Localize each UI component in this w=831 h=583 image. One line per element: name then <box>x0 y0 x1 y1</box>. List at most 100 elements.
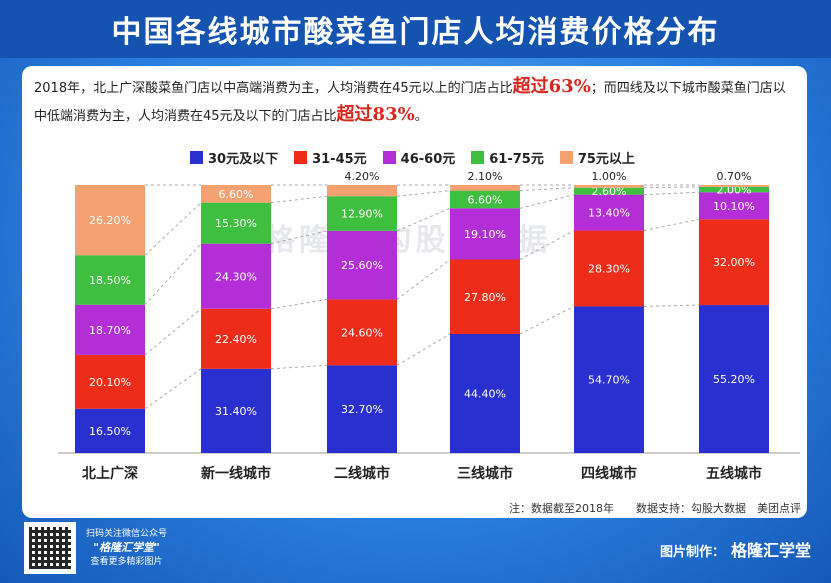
legend-swatch <box>190 151 203 164</box>
connector-line <box>144 308 202 356</box>
qr-block: 扫码关注微信公众号 "格隆汇学堂" 查看更多精彩图片 <box>24 522 167 574</box>
bar-segment <box>327 230 397 300</box>
highlight-83: 超过83% <box>336 104 415 125</box>
data-label: 44.40% <box>464 388 506 401</box>
connector-line <box>144 243 202 306</box>
connector-line <box>519 194 575 209</box>
bar-segment <box>201 308 271 369</box>
category-label: 三线城市 <box>457 465 513 482</box>
bar-segment <box>75 408 145 453</box>
bar-segment <box>201 185 271 203</box>
data-label: 20.10% <box>89 376 131 389</box>
description-part3: 。 <box>414 109 428 124</box>
bar-segment <box>450 259 520 335</box>
legend-item-s5: 75元以上 <box>559 148 635 167</box>
highlight-63: 超过63% <box>512 76 591 97</box>
bar-segment <box>201 368 271 453</box>
description-part1: 2018年，北上广深酸菜鱼门店以中高端消费为主，人均消费在45元以上的门店占比 <box>34 81 513 96</box>
bar-segment <box>699 185 769 187</box>
legend-swatch <box>294 151 308 164</box>
data-label: 54.70% <box>588 374 630 387</box>
connector-line <box>643 191 700 196</box>
bar-segment <box>699 305 769 453</box>
data-label: 2.10% <box>468 170 503 183</box>
bar-segment <box>327 299 397 366</box>
data-label: 27.80% <box>464 291 506 304</box>
category-label: 北上广深 <box>82 465 138 482</box>
bar-segment <box>574 187 644 195</box>
data-label: 18.50% <box>89 274 131 287</box>
data-label: 19.10% <box>464 228 506 241</box>
legend-label: 75元以上 <box>577 152 635 167</box>
data-label: 28.30% <box>588 262 630 275</box>
qr-line3: 查看更多精彩图片 <box>90 557 163 567</box>
category-label: 五线城市 <box>706 465 762 482</box>
data-label: 55.20% <box>713 373 755 386</box>
connector-line <box>270 364 328 370</box>
connector-line <box>396 333 451 366</box>
bar-segment <box>327 196 397 231</box>
description-part2: ；而四线及以下城市酸菜鱼门店以中低端消费为主，人均消费在45元及以下的门店占比 <box>34 81 786 124</box>
credit-label: 图片制作： <box>659 545 725 560</box>
connector-line <box>396 190 451 197</box>
qr-brand: "格隆汇学堂" <box>93 541 160 554</box>
connector-line <box>519 187 575 192</box>
data-label: 31.40% <box>215 405 257 418</box>
data-label: 24.60% <box>341 326 383 339</box>
legend-label: 46-60元 <box>400 152 456 167</box>
bar-segment <box>699 192 769 220</box>
legend-label: 31-45元 <box>312 152 367 167</box>
connector-line <box>643 186 700 189</box>
data-label: 6.60% <box>468 193 503 206</box>
footnote: 注：数据截至2018年 数据支持：勾股大数据 美团点评 <box>509 502 801 515</box>
qr-code-icon[interactable] <box>24 522 76 574</box>
bar-segment <box>574 306 644 453</box>
bar-segment <box>699 186 769 193</box>
description: 2018年，北上广深酸菜鱼门店以中高端消费为主，人均消费在45元以上的门店占比超… <box>34 74 794 130</box>
legend-item-s1: 30元及以下 <box>190 148 278 167</box>
category-label: 四线城市 <box>581 465 637 482</box>
chart-card <box>22 66 807 518</box>
data-label: 1.00% <box>592 170 627 183</box>
bar-segment <box>574 194 644 231</box>
data-label: 32.00% <box>713 256 755 269</box>
data-label: 26.20% <box>89 214 131 227</box>
bar-segment <box>75 354 145 409</box>
data-label: 32.70% <box>341 403 383 416</box>
legend-swatch <box>559 151 573 164</box>
data-label: 6.60% <box>219 188 254 201</box>
legend-item-s2: 31-45元 <box>294 148 367 167</box>
qr-caption: 扫码关注微信公众号 "格隆汇学堂" 查看更多精彩图片 <box>86 527 167 569</box>
legend-label: 30元及以下 <box>208 152 279 167</box>
data-label: 18.70% <box>89 324 131 337</box>
bar-segment <box>699 219 769 306</box>
credit: 图片制作： 格隆汇学堂 <box>660 537 811 561</box>
bar-segment <box>201 243 271 309</box>
legend-item-s3: 46-60元 <box>382 148 456 167</box>
connector-line <box>396 207 451 232</box>
connector-line <box>519 305 575 335</box>
connector-line <box>519 230 575 260</box>
legend-swatch <box>382 151 396 164</box>
data-label: 4.20% <box>345 170 380 183</box>
connector-line <box>144 202 202 256</box>
data-label: 22.40% <box>215 333 257 346</box>
connector-line <box>643 304 700 307</box>
connector-line <box>270 195 328 204</box>
data-label: 2.60% <box>592 185 627 198</box>
bar-segment <box>450 208 520 260</box>
legend-label: 61-75元 <box>489 152 544 167</box>
data-label: 24.30% <box>215 270 257 283</box>
category-label: 新一线城市 <box>201 465 271 482</box>
bar-segment <box>75 255 145 305</box>
bar-segment <box>75 185 145 256</box>
bar-segment <box>450 334 520 453</box>
data-label: 0.70% <box>717 170 752 183</box>
connector-line <box>270 298 328 310</box>
credit-brand: 格隆汇学堂 <box>730 541 811 560</box>
connector-line <box>144 368 202 410</box>
connector-line <box>270 230 328 245</box>
qr-line1: 扫码关注微信公众号 <box>86 529 168 539</box>
bar-segment <box>327 185 397 197</box>
